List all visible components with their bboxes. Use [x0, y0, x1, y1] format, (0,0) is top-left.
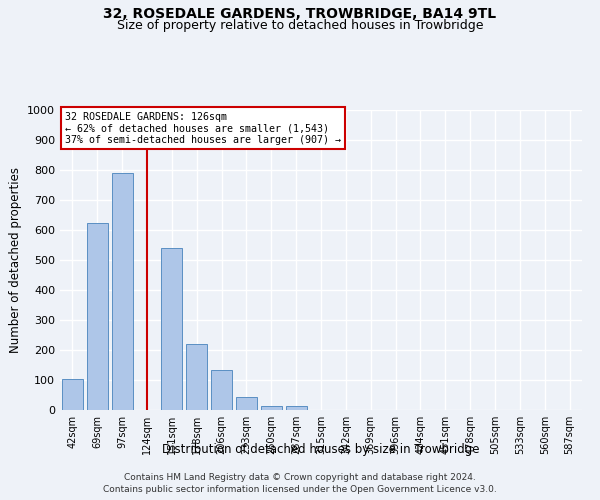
Bar: [286, 406, 307, 410]
Text: Contains public sector information licensed under the Open Government Licence v3: Contains public sector information licen…: [103, 485, 497, 494]
Y-axis label: Number of detached properties: Number of detached properties: [8, 167, 22, 353]
Text: 32, ROSEDALE GARDENS, TROWBRIDGE, BA14 9TL: 32, ROSEDALE GARDENS, TROWBRIDGE, BA14 9…: [103, 8, 497, 22]
Text: Size of property relative to detached houses in Trowbridge: Size of property relative to detached ho…: [117, 18, 483, 32]
Bar: [112, 173, 133, 410]
Bar: [62, 378, 83, 410]
Text: Distribution of detached houses by size in Trowbridge: Distribution of detached houses by size …: [162, 442, 480, 456]
Text: 32 ROSEDALE GARDENS: 126sqm
← 62% of detached houses are smaller (1,543)
37% of : 32 ROSEDALE GARDENS: 126sqm ← 62% of det…: [65, 112, 341, 144]
Bar: [161, 248, 182, 410]
Bar: [236, 398, 257, 410]
Bar: [186, 344, 207, 410]
Bar: [261, 406, 282, 410]
Bar: [87, 222, 108, 410]
Bar: [211, 370, 232, 410]
Text: Contains HM Land Registry data © Crown copyright and database right 2024.: Contains HM Land Registry data © Crown c…: [124, 472, 476, 482]
